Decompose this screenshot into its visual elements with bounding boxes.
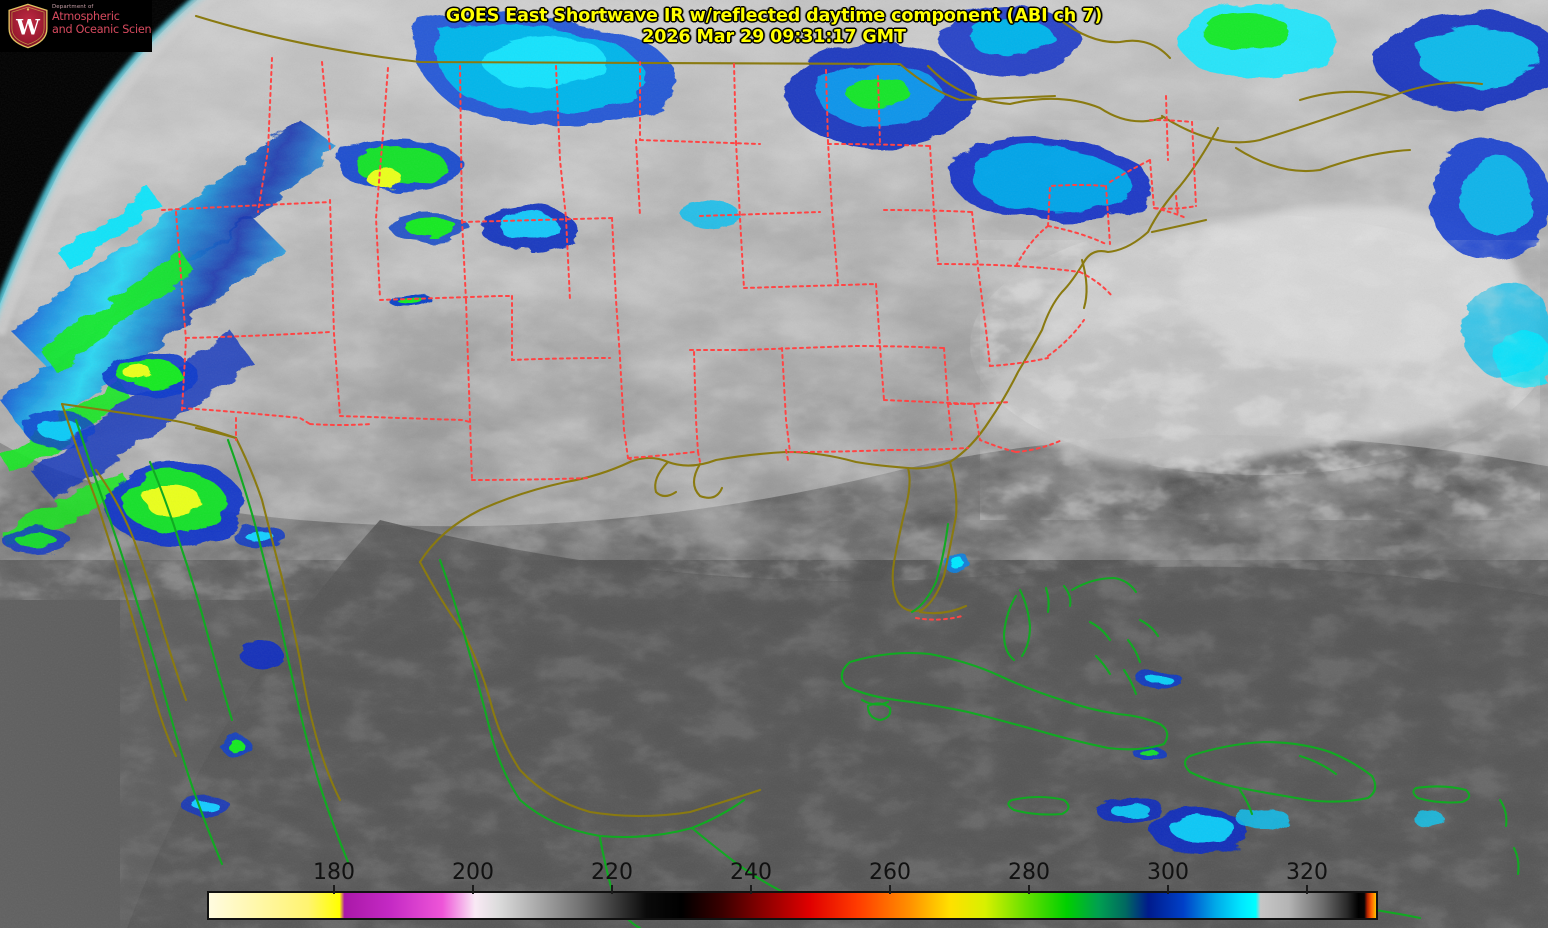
svg-text:W: W [15, 14, 40, 39]
uw-logo-text: Department of Atmospheric and Oceanic Sc… [52, 4, 152, 36]
uw-madison-aos-logo: W Department of Atmospheric and Oceanic … [0, 0, 152, 52]
uw-logo-line-2: and Oceanic Sciences [52, 22, 152, 36]
uw-logo-line-1: Atmospheric [52, 10, 120, 23]
coastline-green [74, 418, 1520, 928]
state-border-lines [161, 57, 1197, 621]
uw-department-label: Department of [52, 4, 94, 10]
uw-crest-icon: W [8, 3, 48, 49]
